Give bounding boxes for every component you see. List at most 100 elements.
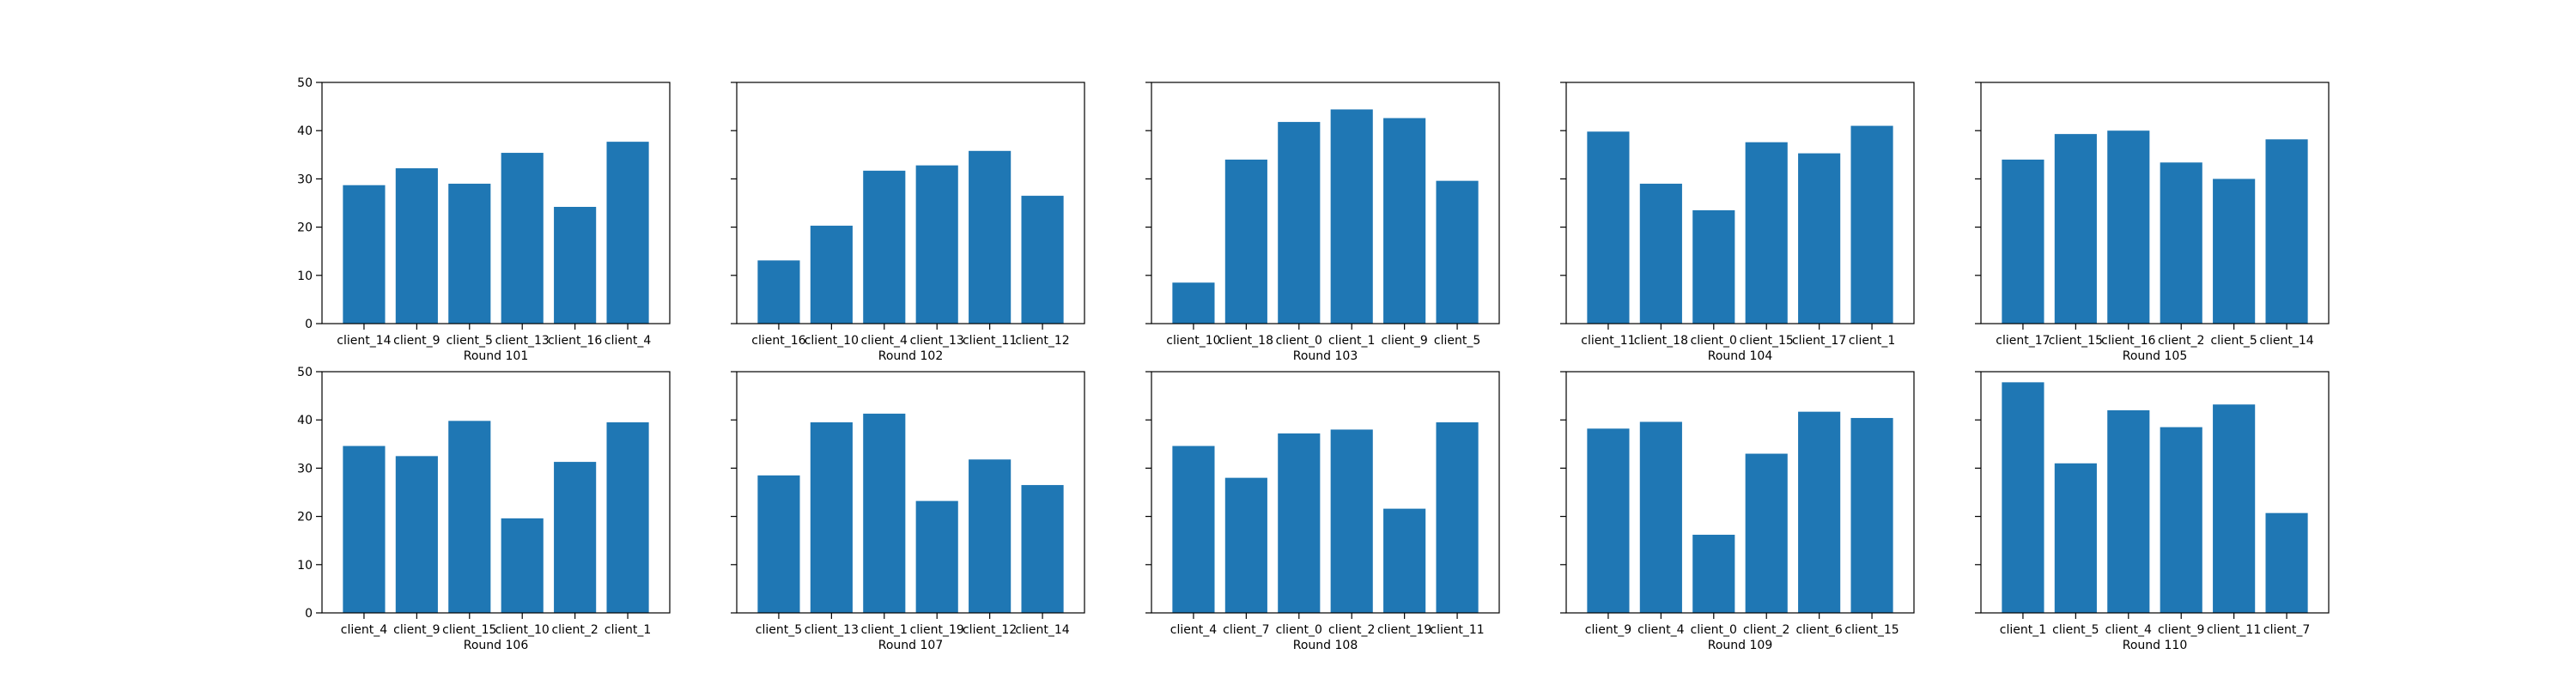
bar — [554, 207, 597, 324]
x-tick-label: client_13 — [805, 623, 859, 637]
x-tick-label: client_19 — [1377, 623, 1431, 637]
y-tick-label: 20 — [297, 511, 313, 524]
subplot-10: client_1 client_5 client_4 client_9 client_1… — [1975, 371, 2330, 652]
x-tick-label: client_0 — [1691, 623, 1737, 637]
bar — [757, 260, 800, 324]
y-tick-label: 40 — [297, 414, 313, 427]
x-tick-label: client_1 — [861, 623, 908, 637]
bar — [2107, 130, 2150, 324]
bar — [1850, 417, 1893, 613]
x-tick-label: client_2 — [1328, 623, 1375, 637]
bar — [2265, 139, 2308, 324]
x-tick-label: client_4 — [605, 334, 651, 348]
x-tick-label: client_4 — [341, 623, 387, 637]
x-tick-label: client_15 — [1740, 334, 1794, 348]
bar — [1278, 433, 1321, 613]
x-tick-label: client_2 — [2158, 334, 2204, 348]
axes-frame — [1151, 82, 1500, 324]
bar — [501, 153, 544, 324]
bar — [915, 165, 958, 324]
x-tick-label: client_10 — [495, 623, 550, 637]
x-axis-label: Round 104 — [1708, 349, 1773, 363]
bar — [915, 500, 958, 613]
x-axis-label: Round 110 — [2123, 639, 2187, 652]
x-tick-label: client_5 — [2210, 334, 2257, 348]
x-tick-label: client_10 — [1166, 334, 1220, 348]
bar — [1021, 196, 1064, 324]
bar — [343, 185, 386, 324]
x-tick-label: client_15 — [1844, 623, 1899, 637]
x-tick-label: client_1 — [1849, 334, 1895, 348]
bar — [1436, 180, 1479, 324]
bar — [863, 413, 906, 613]
bar — [1172, 282, 1215, 324]
y-tick-label: 30 — [297, 462, 313, 476]
x-tick-label: client_9 — [393, 334, 440, 348]
x-tick-label: client_0 — [1276, 334, 1322, 348]
bar — [554, 462, 597, 613]
bar — [2002, 382, 2044, 613]
x-axis-label: Round 105 — [2123, 349, 2187, 363]
bar — [1798, 153, 1841, 324]
x-tick-label: client_5 — [756, 623, 802, 637]
bar — [1587, 131, 1630, 324]
x-tick-label: client_14 — [337, 334, 391, 348]
x-tick-label: client_17 — [1996, 334, 2050, 348]
x-tick-label: client_7 — [1223, 623, 1269, 637]
x-tick-label: client_1 — [2000, 623, 2046, 637]
x-axis-label: Round 101 — [464, 349, 528, 363]
y-tick-label: 50 — [297, 76, 313, 90]
bar — [2160, 427, 2202, 613]
bar — [1383, 508, 1426, 613]
x-tick-label: client_13 — [910, 334, 964, 348]
x-tick-label: client_18 — [1219, 334, 1273, 348]
x-tick-label: client_9 — [393, 623, 440, 637]
bar — [2054, 134, 2097, 324]
x-tick-label: client_13 — [495, 334, 550, 348]
bar — [1745, 142, 1788, 324]
x-tick-label: client_18 — [1634, 334, 1688, 348]
x-axis-label: Round 107 — [878, 639, 943, 652]
x-tick-label: client_9 — [1585, 623, 1631, 637]
x-tick-label: client_6 — [1795, 623, 1842, 637]
x-tick-label: client_0 — [1276, 623, 1322, 637]
x-tick-label: client_17 — [1792, 334, 1846, 348]
x-tick-label: client_2 — [1743, 623, 1789, 637]
x-tick-label: client_9 — [1381, 334, 1427, 348]
x-axis-label: Round 109 — [1708, 639, 1772, 652]
bar — [969, 459, 1012, 613]
bar — [1639, 421, 1682, 613]
bar — [2107, 409, 2150, 613]
x-tick-label: client_12 — [963, 623, 1017, 637]
x-tick-label: client_12 — [1015, 334, 1069, 348]
x-tick-label: client_11 — [1581, 334, 1635, 348]
bar — [2213, 404, 2256, 613]
bar — [1021, 485, 1064, 613]
bar — [1692, 209, 1735, 324]
bar — [1850, 125, 1893, 324]
subplot-1: client_14 client_9 client_5 client_13 client… — [297, 76, 671, 363]
x-tick-label: client_4 — [1170, 623, 1217, 637]
axes-frame — [1980, 371, 2330, 614]
y-tick-label: 10 — [297, 559, 313, 573]
x-tick-label: client_9 — [2158, 623, 2204, 637]
y-tick-label: 20 — [297, 221, 313, 235]
x-tick-label: client_5 — [1434, 334, 1480, 348]
x-tick-label: client_1 — [605, 623, 651, 637]
subplot-9: client_9 client_4 client_0 client_2 client_6… — [1560, 371, 1915, 652]
x-tick-label: client_5 — [447, 334, 493, 348]
bar — [343, 446, 386, 613]
bar — [501, 518, 544, 613]
x-tick-label: client_1 — [1328, 334, 1375, 348]
bar — [2160, 162, 2202, 324]
x-axis-label: Round 102 — [878, 349, 943, 363]
axes-frame — [1980, 82, 2330, 324]
y-tick-label: 0 — [305, 607, 313, 621]
bar — [1436, 422, 1479, 613]
